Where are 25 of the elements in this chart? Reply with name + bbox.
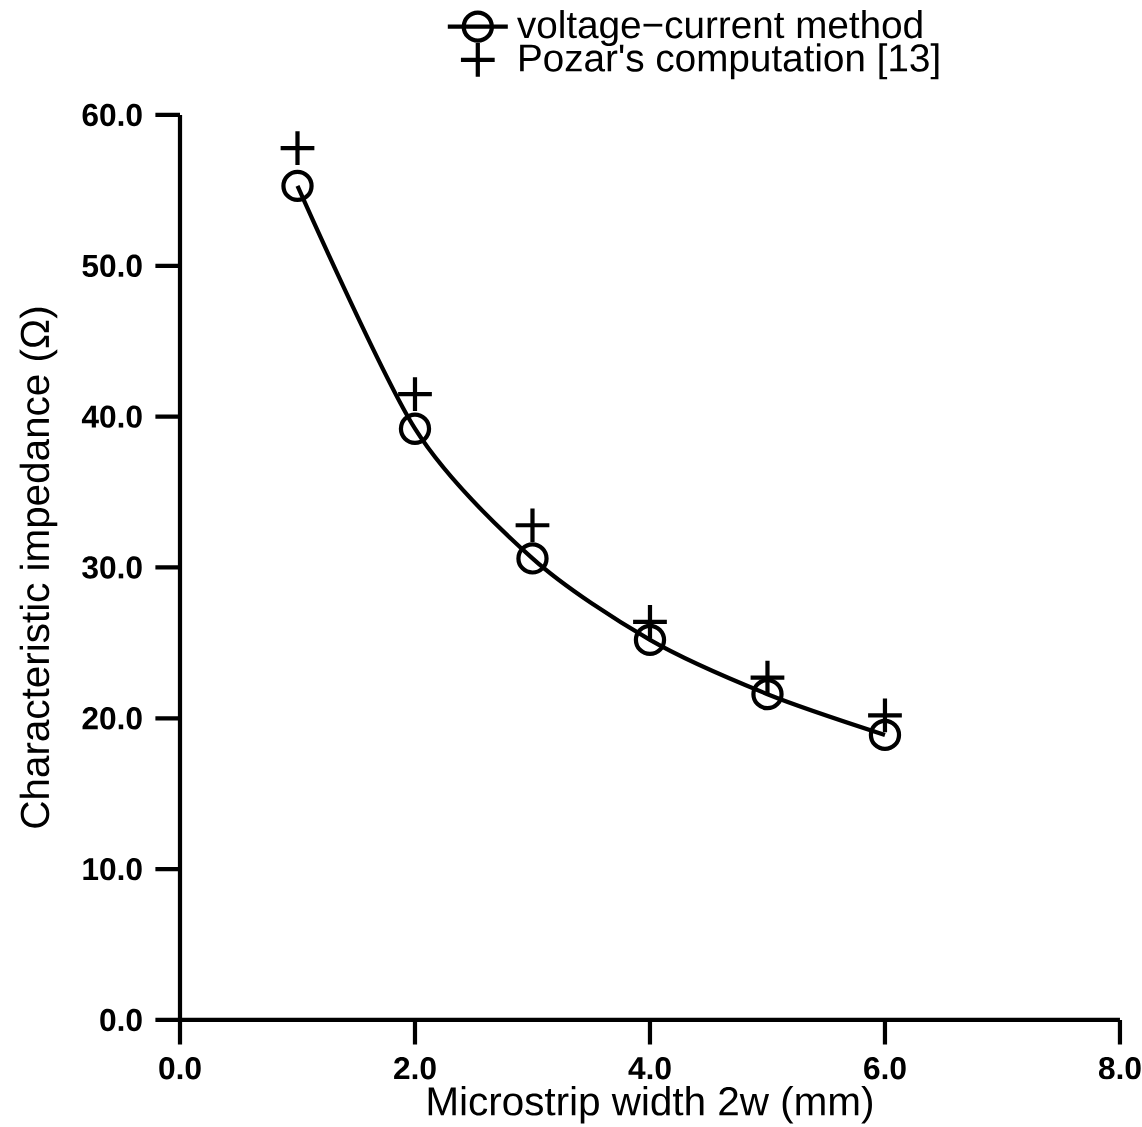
- point: [398, 412, 432, 445]
- point: [633, 604, 667, 639]
- x-tick-label: 8.0: [1098, 1056, 1141, 1080]
- point: [515, 508, 550, 543]
- y-axis-title: Characteristic impedance (Ω): [19, 307, 58, 828]
- x-tick-label: 0.0: [159, 1056, 201, 1080]
- point: [633, 623, 667, 657]
- point: [868, 698, 902, 733]
- point: [868, 718, 902, 752]
- point: [281, 169, 314, 203]
- point: [750, 660, 785, 695]
- y-tick-label: 50.0: [82, 254, 142, 278]
- point: [398, 377, 432, 411]
- point: [280, 131, 315, 166]
- y-tick-label: 20.0: [82, 707, 142, 730]
- x-tick-label: 6.0: [864, 1056, 906, 1080]
- point: [516, 542, 549, 575]
- y-tick-label: 10.0: [83, 857, 142, 881]
- y-tick-label: 30.0: [82, 556, 142, 579]
- x-tick-label: 4.0: [628, 1056, 671, 1080]
- y-tick-label: 60.0: [82, 103, 142, 127]
- y-tick-label: 0.0: [100, 1008, 142, 1032]
- x-tick-label: 2.0: [394, 1056, 436, 1080]
- x-axis-title: Microstrip width 2w (mm): [428, 1085, 872, 1124]
- y-tick-label: 40.0: [81, 405, 142, 428]
